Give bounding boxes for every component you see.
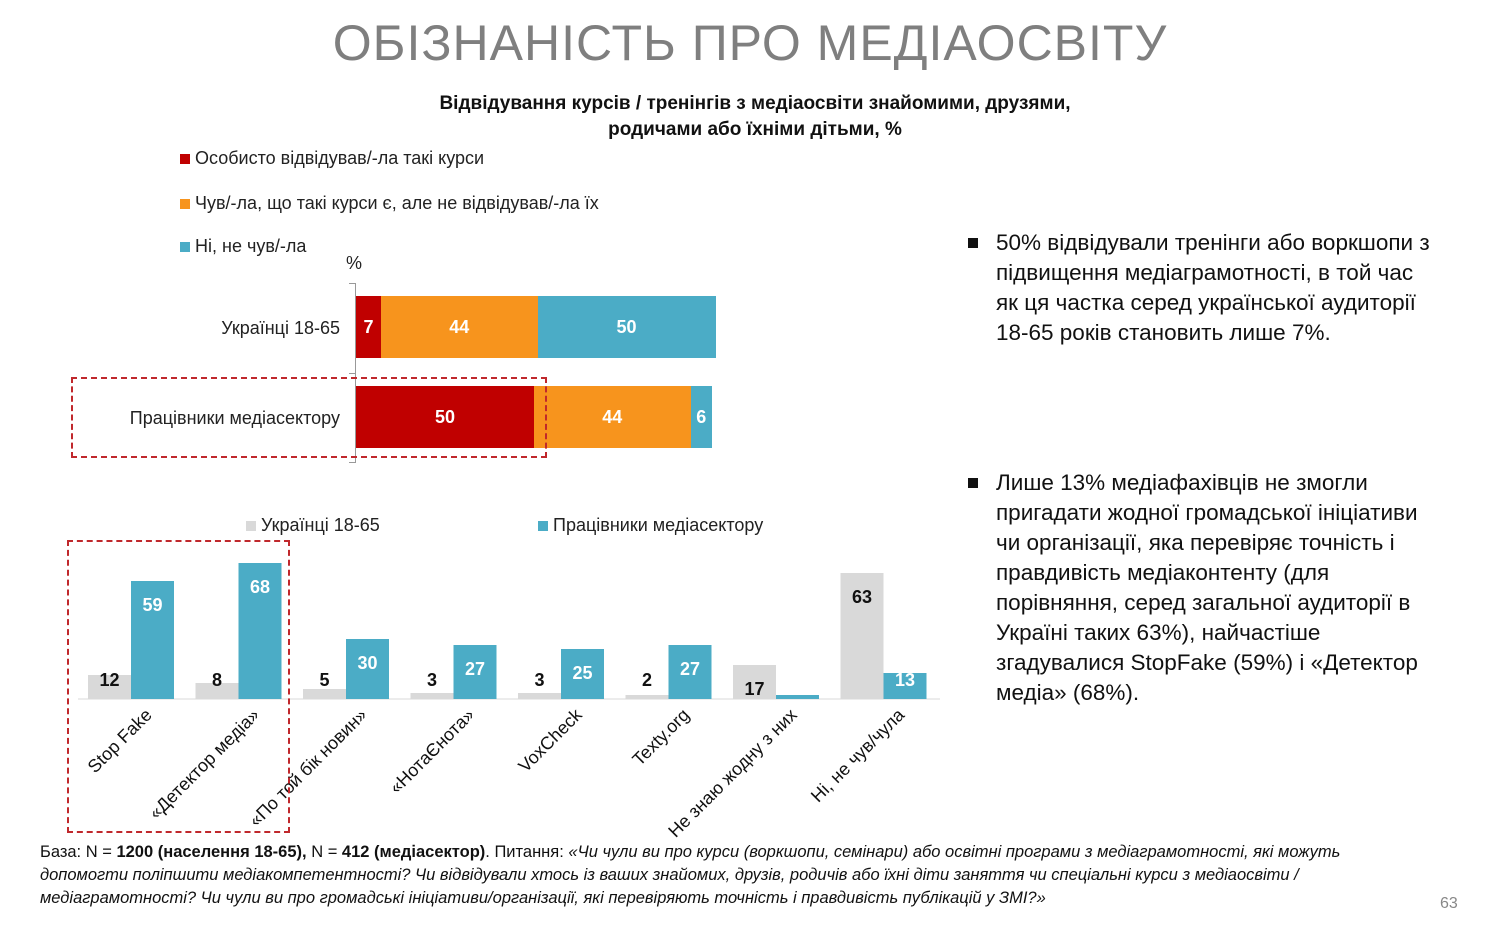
stacked-bar-segment: 6: [690, 386, 712, 448]
column-value-label: 2: [642, 670, 652, 690]
legend-label: Працівники медіасектору: [553, 515, 764, 535]
legend-swatch-gray: [246, 520, 256, 531]
column-bar: [346, 639, 389, 699]
column-bar: [668, 645, 712, 699]
legend-swatch-orange: [180, 198, 190, 209]
column-bar: [625, 695, 669, 699]
column-value-label: 5: [319, 670, 329, 690]
column-legend-item-ukrainians: Українці 18-65: [246, 515, 380, 536]
base-label: База: N =: [40, 843, 117, 861]
legend-swatch-dark-red: [180, 153, 190, 164]
page-number: 63: [1440, 895, 1458, 912]
column-bar: [303, 689, 346, 699]
stacked-bar-value-label: 44: [449, 316, 470, 337]
legend-item-heard: Чув/-ла, що такі курси є, але не відвіду…: [180, 193, 599, 214]
category-tick-label: Ні, не чув/чула: [807, 704, 909, 806]
stacked-bar-segment: 50: [537, 296, 716, 358]
column-value-label: 59: [142, 595, 162, 615]
stacked-bar-value-label: 50: [616, 316, 637, 337]
legend-swatch-teal: [180, 241, 190, 252]
chart-subtitle-line2: родичами або їхніми дітьми, %: [608, 119, 902, 140]
column-value-label: 68: [250, 577, 270, 597]
column-legend-item-media-workers: Працівники медіасектору: [538, 515, 763, 536]
bullet-square-icon: [968, 478, 978, 488]
chart-subtitle-line1: Відвідування курсів / тренінгів з медіао…: [439, 93, 1071, 114]
question-label: . Питання:: [485, 843, 569, 861]
column-value-label: 13: [895, 670, 915, 690]
column-value-label: 63: [852, 587, 872, 607]
stacked-bar-value-label: 6: [696, 406, 707, 427]
legend-swatch-teal: [538, 520, 548, 531]
finding-bullet-2: Лише 13% медіафахівців не змогли пригада…: [968, 468, 1438, 708]
methodology-note: База: N = 1200 (населення 18-65), N = 41…: [40, 841, 1380, 910]
column-value-label: 12: [99, 670, 119, 690]
stacked-bar-segment: 50: [356, 386, 534, 448]
legend-item-not-heard: Ні, не чув/-ла: [180, 236, 306, 257]
legend-label: Особисто відвідував/-ла такі курси: [195, 148, 485, 168]
axis-tick: [349, 462, 356, 463]
base-mid: N =: [306, 843, 342, 861]
column-value-label: 25: [572, 663, 592, 683]
column-value-label: 17: [744, 679, 764, 699]
column-bar: [195, 683, 239, 699]
axis-tick: [349, 283, 356, 284]
page-title: ОБІЗНАНІСТЬ ПРО МЕДІАОСВІТУ: [332, 15, 1168, 71]
category-tick-label: VoxCheck: [514, 704, 586, 776]
highlight-box-media-workers: [71, 377, 547, 458]
column-bar: [131, 581, 174, 699]
chart-subtitle: Відвідування курсів / тренінгів з медіао…: [340, 91, 1170, 143]
legend-label: Українці 18-65: [261, 515, 380, 535]
stacked-bar-segment: 7: [356, 296, 381, 358]
column-value-label: 30: [357, 653, 377, 673]
legend-item-attended: Особисто відвідував/-ла такі курси: [180, 148, 484, 169]
stacked-bar-value-label: 50: [434, 406, 456, 427]
column-value-label: 27: [680, 659, 700, 679]
row-label-ukrainians: Українці 18-65: [221, 318, 340, 338]
column-bar: [840, 573, 884, 699]
column-bar: [88, 675, 131, 699]
column-bar: [733, 665, 776, 699]
question-text: «Чи чули ви про курси (воркшопи, семінар…: [40, 843, 1341, 907]
base-n2: 412 (медіасектор): [341, 843, 486, 861]
category-tick-label: Texty.org: [628, 705, 693, 770]
column-bar: [776, 695, 819, 699]
percent-unit-label: %: [346, 253, 363, 273]
finding-text: 50% відвідували тренінги або воркшопи з …: [996, 230, 1430, 345]
base-n1: 1200 (населення 18-65),: [116, 843, 307, 861]
highlight-box-top-initiatives: [67, 540, 290, 833]
stacked-bar-value-label: 44: [602, 406, 623, 427]
stacked-bar-value-label: 7: [363, 316, 374, 337]
column-bar: [518, 693, 561, 699]
column-value-label: 3: [427, 670, 437, 690]
stacked-bar-segment: 44: [534, 386, 691, 448]
stacked-bar-segment: 44: [380, 296, 538, 358]
column-value-label: 8: [212, 670, 222, 690]
bullet-square-icon: [968, 238, 978, 248]
column-bar: [561, 649, 604, 699]
column-value-label: 3: [534, 670, 544, 690]
column-bar: [883, 673, 927, 699]
column-bar: [453, 645, 497, 699]
category-tick-label: «НотаЄнота»: [386, 705, 479, 798]
column-value-label: 27: [465, 659, 485, 679]
legend-label: Чув/-ла, що такі курси є, але не відвіду…: [195, 193, 599, 213]
row-label-media-workers: Працівники медіасектору: [129, 408, 340, 428]
finding-bullet-1: 50% відвідували тренінги або воркшопи з …: [968, 228, 1438, 348]
column-bar: [410, 693, 454, 699]
axis-tick: [349, 373, 356, 374]
legend-label: Ні, не чув/-ла: [195, 236, 307, 256]
column-bar: [238, 563, 282, 699]
finding-text: Лише 13% медіафахівців не змогли пригада…: [996, 470, 1418, 705]
